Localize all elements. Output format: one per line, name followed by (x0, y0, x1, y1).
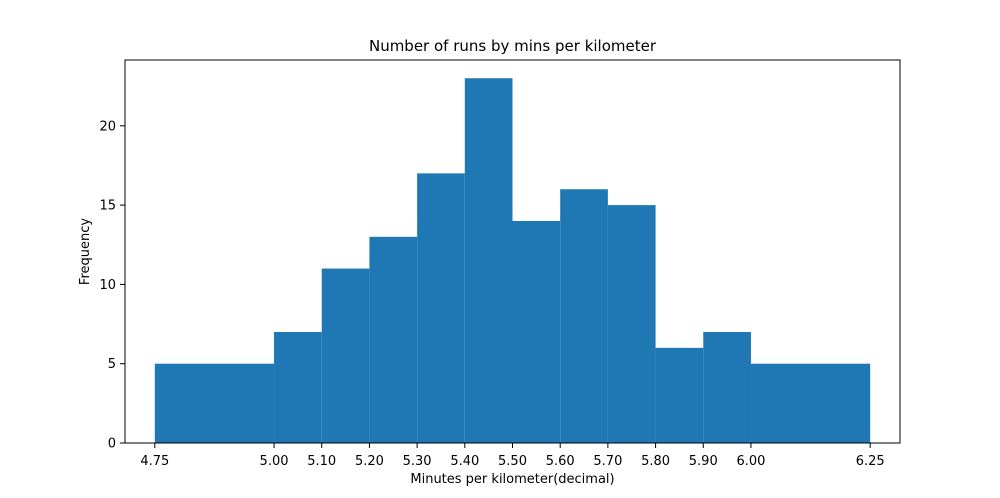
histogram-bar-4 (417, 173, 465, 443)
x-tick-label-9: 5.80 (641, 454, 670, 469)
x-tick-label-0: 4.75 (140, 454, 169, 469)
y-axis-ticks: 0 5 10 15 20 (99, 119, 125, 452)
x-axis-label: Minutes per kilometer(decimal) (410, 472, 614, 487)
histogram-bar-8 (607, 205, 656, 443)
x-tick-label-6: 5.50 (498, 454, 527, 469)
x-tick-label-11: 6.00 (736, 454, 765, 469)
y-axis-label: Frequency (78, 218, 93, 285)
x-tick-label-3: 5.20 (355, 454, 384, 469)
x-tick-label-5: 5.40 (450, 454, 479, 469)
histogram-bar-6 (512, 220, 561, 443)
histogram-bar-0 (154, 363, 275, 443)
histogram-bar-2 (321, 268, 370, 443)
y-tick-label-0: 0 (108, 437, 116, 452)
x-tick-label-4: 5.30 (403, 454, 432, 469)
x-tick-label-2: 5.10 (307, 454, 336, 469)
x-axis-ticks: 4.75 5.00 5.10 5.20 5.30 5.40 5.50 5.60 5.70 5.80… (140, 443, 885, 469)
histogram-bar-10 (703, 331, 751, 443)
chart-title: Number of runs by mins per kilometer (369, 37, 657, 55)
y-tick-label-4: 20 (99, 119, 116, 134)
histogram-bar-11 (750, 363, 871, 443)
y-tick-label-3: 15 (99, 199, 116, 214)
x-tick-label-1: 5.00 (260, 454, 289, 469)
histogram-bar-9 (655, 347, 704, 443)
histogram-bar-5 (464, 78, 513, 443)
y-tick-label-2: 10 (99, 278, 116, 293)
histogram-bar-7 (560, 189, 608, 443)
x-tick-label-8: 5.70 (593, 454, 622, 469)
bars-group (154, 78, 871, 443)
x-tick-label-7: 5.60 (546, 454, 575, 469)
y-tick-label-1: 5 (108, 357, 116, 372)
histogram-bar-3 (369, 236, 418, 443)
x-tick-label-10: 5.90 (689, 454, 718, 469)
x-tick-label-12: 6.25 (856, 454, 885, 469)
histogram-bar-1 (274, 331, 322, 443)
